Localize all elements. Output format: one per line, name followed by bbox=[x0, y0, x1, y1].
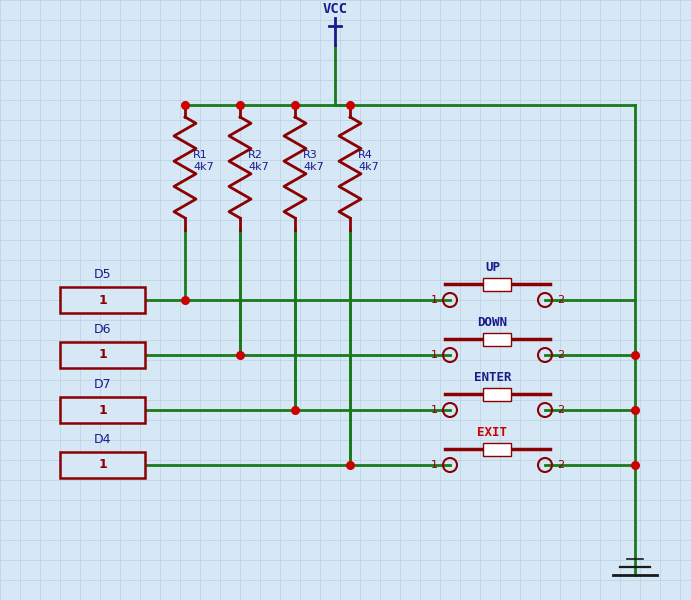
FancyBboxPatch shape bbox=[484, 443, 511, 455]
Text: VCC: VCC bbox=[323, 2, 348, 16]
Text: D5: D5 bbox=[94, 268, 111, 281]
Text: R2
4k7: R2 4k7 bbox=[248, 150, 269, 172]
Text: R1
4k7: R1 4k7 bbox=[193, 150, 214, 172]
Text: 1: 1 bbox=[98, 349, 107, 361]
FancyBboxPatch shape bbox=[484, 277, 511, 290]
Text: D6: D6 bbox=[94, 323, 111, 336]
Text: 1: 1 bbox=[430, 350, 437, 360]
Text: 1: 1 bbox=[98, 293, 107, 307]
Text: EXIT: EXIT bbox=[477, 426, 507, 439]
Text: 1: 1 bbox=[98, 458, 107, 472]
Text: D4: D4 bbox=[94, 433, 111, 446]
FancyBboxPatch shape bbox=[60, 397, 145, 423]
Text: 1: 1 bbox=[98, 403, 107, 416]
Text: 2: 2 bbox=[558, 350, 565, 360]
FancyBboxPatch shape bbox=[60, 342, 145, 368]
Text: 1: 1 bbox=[430, 295, 437, 305]
Text: D7: D7 bbox=[94, 378, 111, 391]
Text: UP: UP bbox=[485, 261, 500, 274]
FancyBboxPatch shape bbox=[60, 287, 145, 313]
Text: 1: 1 bbox=[430, 405, 437, 415]
Text: 1: 1 bbox=[430, 460, 437, 470]
Text: DOWN: DOWN bbox=[477, 316, 507, 329]
FancyBboxPatch shape bbox=[60, 452, 145, 478]
Text: 2: 2 bbox=[558, 295, 565, 305]
Text: ENTER: ENTER bbox=[474, 371, 511, 384]
Text: R3
4k7: R3 4k7 bbox=[303, 150, 324, 172]
FancyBboxPatch shape bbox=[484, 388, 511, 401]
FancyBboxPatch shape bbox=[484, 332, 511, 346]
Text: R4
4k7: R4 4k7 bbox=[358, 150, 379, 172]
Text: 2: 2 bbox=[558, 460, 565, 470]
Text: 2: 2 bbox=[558, 405, 565, 415]
